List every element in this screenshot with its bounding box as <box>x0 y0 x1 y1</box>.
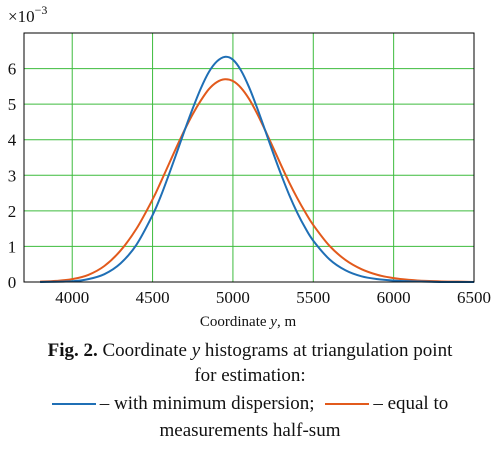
figure-number: Fig. 2. <box>47 340 98 361</box>
figure-caption-line-1: Fig. 2. Coordinate y histograms at trian… <box>47 340 453 361</box>
x-tick-labels: 4000 4500 5000 5500 6000 6500 <box>55 288 491 307</box>
y-tick-label: 1 <box>8 237 17 256</box>
y-tick-label: 3 <box>8 166 17 185</box>
x-tick-label: 6000 <box>377 288 411 307</box>
plot-frame <box>23 32 475 283</box>
histogram-chart: 0 1 2 3 4 5 6 4000 4500 5000 5500 6000 6500 ×10−3 C… <box>8 3 491 330</box>
figure-legend: – with minimum dispersion; – equal to <box>0 391 500 416</box>
chart-grid <box>24 32 475 283</box>
chart-series <box>40 55 475 284</box>
x-axis-label: Coordinate y, m <box>200 314 297 330</box>
y-tick-label: 4 <box>8 131 17 150</box>
x-tick-label: 4000 <box>55 288 89 307</box>
legend-swatch-blue <box>51 402 96 405</box>
y-tick-label: 0 <box>8 273 17 292</box>
y-tick-label: 2 <box>8 202 17 221</box>
x-tick-label: 6500 <box>457 288 491 307</box>
x-tick-label: 4500 <box>136 288 170 307</box>
y-tick-label: 6 <box>8 60 17 79</box>
y-tick-label: 5 <box>8 95 17 114</box>
legend-label-blue: – with minimum dispersion; <box>99 393 315 414</box>
figure-caption-line-4: measurements half-sum <box>159 420 341 441</box>
figure-caption-line-2: for estimation: <box>194 365 306 386</box>
series-line-min-dispersion <box>40 55 474 284</box>
x-tick-label: 5500 <box>296 288 330 307</box>
legend-swatch-orange <box>325 402 370 405</box>
y-scale-label: ×10−3 <box>8 3 47 26</box>
series-line-half-sum <box>40 78 475 283</box>
legend-label-orange: – equal to <box>373 393 449 414</box>
y-tick-labels: 0 1 2 3 4 5 6 <box>8 60 17 292</box>
x-tick-label: 5000 <box>216 288 250 307</box>
